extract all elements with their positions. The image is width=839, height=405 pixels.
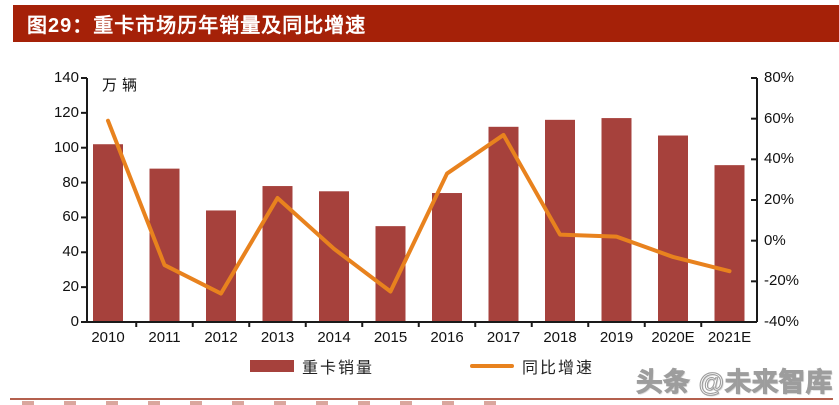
legend-item-sales: 重卡销量 [249, 354, 374, 378]
right-axis-tick-label: -40% [764, 313, 800, 330]
bar-2016 [432, 193, 462, 322]
left-axis-unit-label: 万辆 [102, 76, 143, 94]
figure-title: 图29：重卡市场历年销量及同比增速 [27, 15, 367, 37]
x-axis-label-2018: 2018 [543, 329, 577, 346]
left-axis-tick-label: 140 [53, 69, 79, 86]
x-axis-label-2019: 2019 [599, 329, 634, 346]
left-axis-tick-label: 0 [70, 313, 79, 330]
bar-2010 [93, 144, 123, 322]
x-axis-label-2012: 2012 [204, 329, 238, 346]
watermark: 头条 @未来智库 [636, 366, 833, 397]
right-axis-tick-label: 60% [764, 109, 795, 127]
x-axis-label-2010: 2010 [91, 329, 125, 346]
bar-swatch-icon [249, 360, 294, 372]
growth-line [106, 118, 732, 296]
left-axis-tick-label: 80 [62, 173, 79, 191]
right-axis-tick-label: 80% [764, 69, 795, 86]
x-axis-label-2021E: 2021E [707, 329, 752, 346]
figure-title-bar: 图29：重卡市场历年销量及同比增速 [13, 5, 839, 42]
chart-legend: 重卡销量 同比增速 [87, 354, 757, 378]
bar-2020E [658, 135, 688, 322]
bar-2021E [714, 165, 745, 322]
legend-item-growth: 同比增速 [470, 354, 594, 378]
line-swatch-icon [470, 364, 514, 368]
bar-2017 [488, 126, 519, 322]
left-axis-tick-label: 60 [62, 208, 79, 226]
bar-2019 [601, 118, 632, 322]
x-axis-label-2011: 2011 [148, 329, 181, 346]
x-axis-label-2020E: 2020E [651, 329, 695, 346]
right-axis-tick-label: 0% [764, 231, 786, 249]
x-axis-label-2016: 2016 [430, 329, 464, 346]
x-axis-label-2015: 2015 [373, 329, 408, 346]
right-axis-tick-label: -20% [764, 272, 800, 290]
legend-label-sales: 重卡销量 [301, 358, 374, 377]
left-axis-tick-label: 20 [62, 278, 79, 296]
bar-2018 [545, 119, 575, 322]
bar-2012 [206, 210, 236, 322]
cropped-next-figure-text [22, 401, 522, 405]
bottom-divider [10, 398, 833, 400]
legend-label-growth: 同比增速 [522, 358, 595, 377]
x-axis-label-2017: 2017 [486, 329, 521, 346]
left-axis-tick-label: 40 [62, 243, 79, 261]
left-axis-tick-label: 100 [53, 138, 79, 156]
x-axis-label-2013: 2013 [260, 329, 295, 346]
bar-2011 [149, 168, 180, 322]
right-axis-tick-label: 40% [764, 150, 795, 168]
left-axis-tick-label: 120 [53, 103, 79, 121]
right-axis-tick-label: 20% [764, 191, 795, 208]
x-axis-label-2014: 2014 [317, 329, 351, 346]
